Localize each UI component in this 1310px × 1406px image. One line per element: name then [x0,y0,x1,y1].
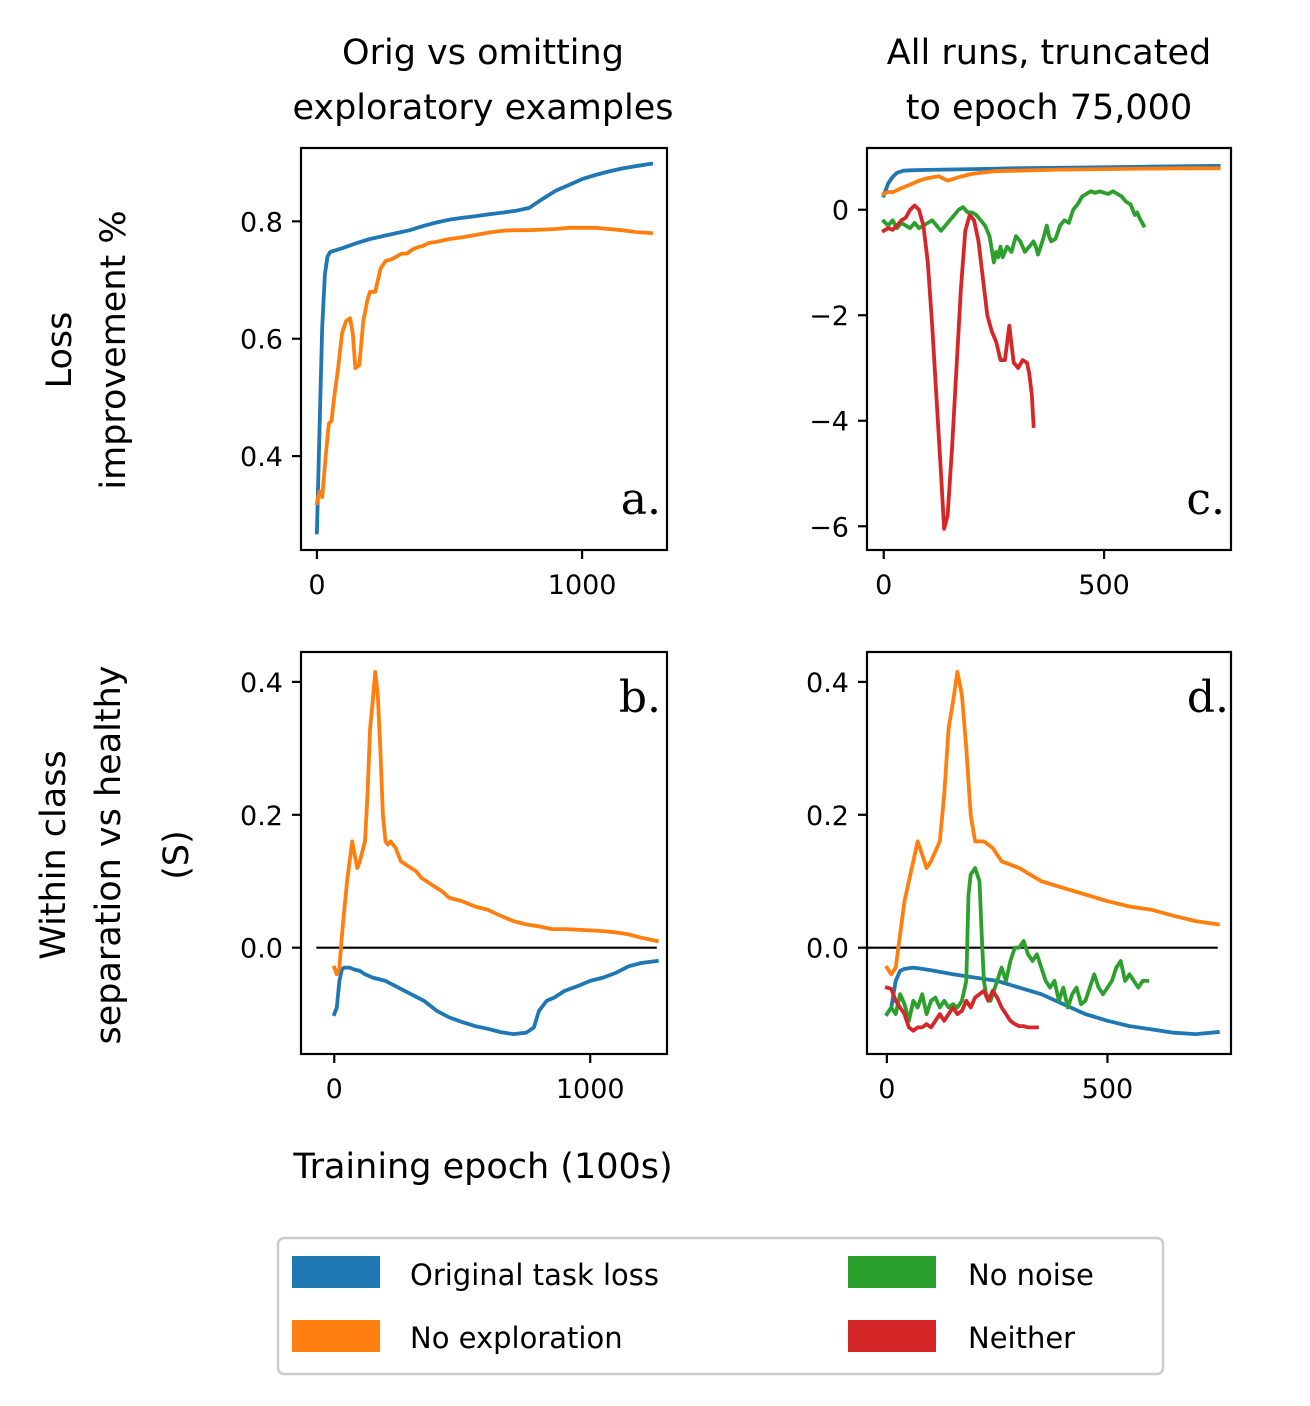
series-line-2 [884,670,1220,977]
series-line-2 [331,670,660,977]
series-line-4 [881,203,1036,531]
x-tick-label: 0 [875,570,892,601]
y-tick-label: −2 [809,301,849,332]
row-label-2-line-1: Within class [34,750,74,959]
y-tick-label: 0.8 [240,207,283,238]
legend-label-original: Original task loss [410,1258,659,1292]
legend-label-no-noise: No noise [968,1258,1094,1292]
y-tick-label: −6 [809,512,849,543]
panel-tag: a. [621,474,661,525]
legend-swatch-no-exploration [292,1320,380,1352]
y-tick-label: 0.2 [240,801,283,832]
axes-frame [865,146,1233,552]
panel-c: 0 500 −6 −4 −2 0 c. [809,146,1233,601]
col-title-1-line-2: exploratory examples [292,88,673,128]
panel-a: 0 1000 0.4 0.6 0.8 a. [240,146,669,601]
y-tick-label: −4 [809,407,849,438]
x-tick-label: 1000 [548,570,617,601]
x-axis-label: Training epoch (100s) [292,1147,672,1187]
col-title-1-line-1: Orig vs omitting [342,33,624,73]
x-tick-label: 500 [1078,570,1130,601]
row-label-1-line-2: improvement % [94,210,134,489]
panel-tag: b. [619,672,661,723]
col-title-2-line-1: All runs, truncated [887,33,1211,73]
series-line-4 [884,985,1039,1033]
y-tick-label: 0.4 [240,442,283,473]
col-title-2-line-2: to epoch 75,000 [906,88,1192,128]
y-tick-label: 0.6 [240,325,283,356]
legend-frame [276,1236,1165,1376]
series-line-3 [881,189,1147,265]
panel-tag: c. [1186,474,1225,525]
y-tick-label: 0.4 [806,668,849,699]
series-line-1 [331,958,659,1036]
x-tick-label: 0 [878,1074,895,1105]
row-label-2-line-3: (S) [157,830,197,880]
series-line-1 [314,161,654,535]
row-label-2-line-2: separation vs healthy [89,665,129,1044]
legend-label-neither: Neither [968,1321,1075,1355]
legend-swatch-neither [848,1320,936,1352]
y-tick-label: 0.0 [806,934,849,965]
legend-swatch-original [292,1256,380,1288]
y-tick-label: 0.0 [240,934,283,965]
y-tick-label: 0.4 [240,668,283,699]
y-tick-label: 0 [832,196,849,227]
panel-d: 0 500 0.0 0.2 0.4 d. [806,650,1233,1105]
x-tick-label: 0 [308,570,325,601]
axes-frame [299,146,669,552]
legend-label-no-exploration: No exploration [410,1321,623,1355]
panel-tag: d. [1187,672,1229,723]
y-tick-label: 0.2 [806,801,849,832]
x-tick-label: 0 [326,1074,343,1105]
x-tick-label: 500 [1082,1074,1134,1105]
axes-frame [865,650,1233,1056]
legend: Original task loss No exploration No noi… [276,1236,1165,1376]
legend-swatch-no-noise [848,1256,936,1288]
panel-b: 0 1000 0.0 0.2 0.4 b. [240,650,669,1105]
axes-frame [299,650,669,1056]
x-tick-label: 1000 [556,1074,625,1105]
series-line-2 [314,225,654,506]
row-label-1-line-1: Loss [40,312,80,389]
series-line-2 [881,166,1221,197]
series-line-3 [884,866,1150,1023]
